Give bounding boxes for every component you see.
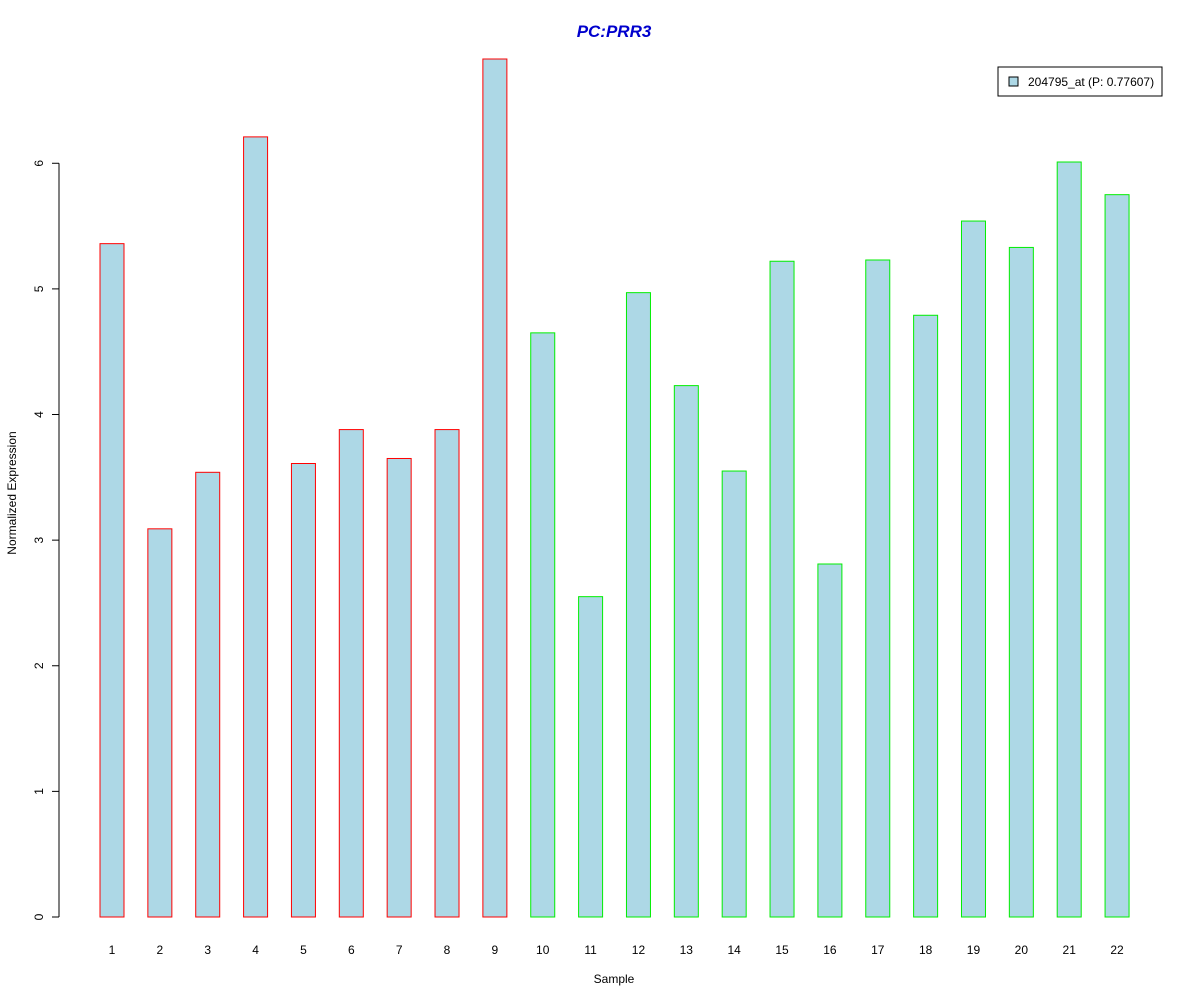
bar-17: [865, 259, 891, 918]
x-tick-label-3: 3: [204, 943, 211, 957]
x-tick-label-8: 8: [444, 943, 451, 957]
x-tick-label-22: 22: [1110, 943, 1124, 957]
bar-18: [913, 314, 939, 918]
x-axis-labels: 1 2 3 4 5 6 7 8 9 10 11 12 13 14 15 16 17 18 19 20 21 22: [109, 943, 1124, 957]
bar-22: [1104, 194, 1130, 918]
y-tick-label-1: 1: [32, 788, 46, 795]
y-axis-title: Normalized Expression: [5, 431, 19, 554]
legend-label: 204795_at (P: 0.77607): [1028, 75, 1154, 89]
bar-16: [817, 563, 843, 918]
legend-box: [997, 66, 1163, 97]
x-tick-label-13: 13: [680, 943, 694, 957]
x-tick-label-15: 15: [775, 943, 789, 957]
bar-6: [338, 429, 364, 918]
x-tick-label-17: 17: [871, 943, 885, 957]
chart-title: PC:PRR3: [577, 22, 652, 41]
y-axis: 0 1 2 3 4 5 6: [32, 160, 60, 920]
y-tick-label-3: 3: [32, 536, 46, 543]
x-tick-label-20: 20: [1015, 943, 1029, 957]
bar-2: [147, 528, 173, 918]
x-tick-label-18: 18: [919, 943, 933, 957]
bar-13: [673, 385, 699, 918]
bar-1: [99, 243, 125, 918]
bar-7: [386, 457, 412, 918]
bar-14: [721, 470, 747, 918]
bar-21: [1056, 161, 1082, 918]
bar-12: [625, 292, 651, 918]
y-tick-label-6: 6: [32, 160, 46, 167]
bar-9: [482, 58, 508, 918]
x-tick-label-2: 2: [157, 943, 164, 957]
bar-4: [243, 136, 269, 918]
bar-11: [578, 596, 604, 918]
x-tick-label-19: 19: [967, 943, 981, 957]
x-tick-label-5: 5: [300, 943, 307, 957]
x-tick-label-9: 9: [492, 943, 499, 957]
x-tick-label-14: 14: [728, 943, 742, 957]
x-tick-label-10: 10: [536, 943, 550, 957]
x-tick-label-7: 7: [396, 943, 403, 957]
bar-19: [960, 220, 986, 918]
bars-group: [99, 58, 1130, 918]
legend: 204795_at (P: 0.77607): [997, 66, 1163, 97]
bar-10: [530, 332, 556, 918]
x-tick-label-6: 6: [348, 943, 355, 957]
x-tick-label-1: 1: [109, 943, 116, 957]
x-tick-label-21: 21: [1063, 943, 1077, 957]
bar-20: [1008, 246, 1034, 918]
y-tick-label-5: 5: [32, 285, 46, 292]
bar-5: [290, 463, 316, 918]
bar-8: [434, 429, 460, 918]
x-tick-label-16: 16: [823, 943, 837, 957]
bar-15: [769, 260, 795, 918]
x-tick-label-12: 12: [632, 943, 646, 957]
legend-swatch: [1008, 76, 1019, 87]
y-tick-label-4: 4: [32, 411, 46, 418]
bar-3: [195, 471, 221, 918]
x-tick-label-11: 11: [584, 943, 597, 957]
x-tick-label-4: 4: [252, 943, 259, 957]
y-tick-label-2: 2: [32, 662, 46, 669]
y-tick-label-0: 0: [32, 913, 46, 920]
x-axis-title: Sample: [594, 972, 635, 986]
